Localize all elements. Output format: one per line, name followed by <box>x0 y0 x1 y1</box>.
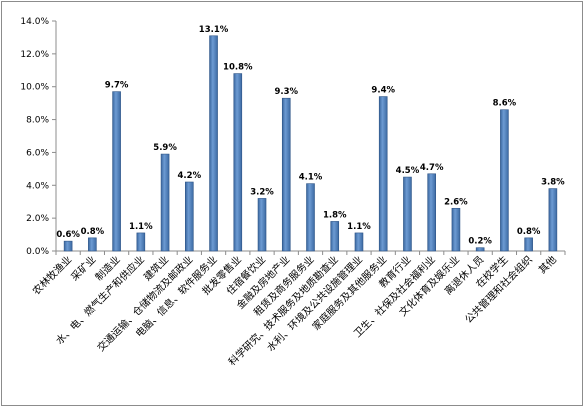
bar-value-label: 1.1% <box>129 222 153 232</box>
bar <box>378 96 388 252</box>
y-tick-label: 2.0% <box>26 214 49 224</box>
y-tick-label: 6.0% <box>26 148 49 158</box>
category-labels: 农林牧渔业采矿业制造业水、电、燃气生产和供应业建筑业交通运输、仓储物流及邮政业电… <box>30 253 559 368</box>
bar-value-label: 8.6% <box>493 99 517 109</box>
y-tick-label: 4.0% <box>26 181 49 191</box>
category-label: 采矿业 <box>68 253 98 283</box>
bar <box>427 173 436 252</box>
bar-value-label: 3.8% <box>541 178 565 188</box>
bar <box>160 153 170 252</box>
bar-value-label: 5.9% <box>153 143 177 153</box>
bar-value-label: 4.2% <box>178 171 202 181</box>
y-tick-label: 12.0% <box>20 50 49 60</box>
bar <box>63 240 73 252</box>
bar-value-label: 4.1% <box>299 173 323 183</box>
bar <box>500 109 509 252</box>
bar-value-label: 0.2% <box>468 237 492 247</box>
y-tick-label: 8.0% <box>26 116 49 126</box>
bar-value-label: 1.1% <box>347 222 371 232</box>
bar <box>306 183 315 252</box>
bar <box>330 221 340 252</box>
bar-value-label: 0.8% <box>81 227 105 237</box>
bar-value-label: 1.8% <box>323 210 347 220</box>
bar <box>88 237 97 252</box>
bar <box>209 35 218 252</box>
bar <box>185 181 194 252</box>
bar <box>112 91 121 252</box>
bar-value-label: 0.6% <box>56 230 80 240</box>
y-tick-label: 10.0% <box>20 83 49 93</box>
bar-value-label: 4.7% <box>420 163 444 173</box>
bar <box>548 188 558 252</box>
bar-value-label: 9.3% <box>274 87 298 97</box>
bar-value-label: 2.6% <box>444 197 468 207</box>
bar <box>233 73 243 252</box>
bar-value-label: 9.7% <box>105 81 129 91</box>
bar-value-label: 0.8% <box>517 227 541 237</box>
bar <box>136 232 146 252</box>
bar-value-label: 13.1% <box>199 25 229 35</box>
bars <box>63 35 558 252</box>
category-label: 其他 <box>536 253 559 276</box>
bar <box>475 247 485 252</box>
bar-value-label: 3.2% <box>250 187 274 197</box>
data-labels: 0.6% 0.8%9.7%1.1%5.9%4.2%13.1%10.8%3.2%9.… <box>56 25 565 247</box>
bar <box>403 176 412 252</box>
bar <box>524 237 533 252</box>
bar-value-label: 10.8% <box>223 63 253 73</box>
bar <box>451 207 461 252</box>
bar <box>354 232 364 252</box>
y-tick-label: 0.0% <box>26 247 49 257</box>
y-tick-label: 14.0% <box>20 17 49 27</box>
bar-value-label: 4.5% <box>396 166 420 176</box>
bar <box>257 198 267 252</box>
category-label: 农林牧渔业 <box>30 253 75 298</box>
bar <box>281 97 291 252</box>
bar-value-label: 9.4% <box>371 86 395 96</box>
y-axis-ticks: 0.0% 2.0% 4.0% 6.0% 8.0% 10.0% 12.0% 14.0% <box>20 17 56 257</box>
